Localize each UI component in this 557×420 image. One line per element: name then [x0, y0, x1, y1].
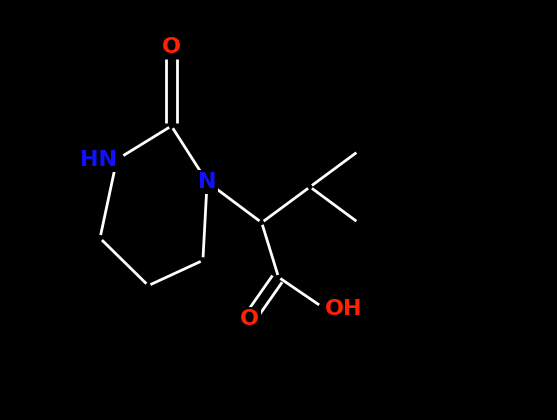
Text: N: N — [198, 172, 216, 192]
Text: O: O — [240, 309, 258, 329]
Text: HN: HN — [80, 150, 117, 170]
Text: OH: OH — [325, 299, 362, 319]
Text: O: O — [162, 37, 181, 58]
